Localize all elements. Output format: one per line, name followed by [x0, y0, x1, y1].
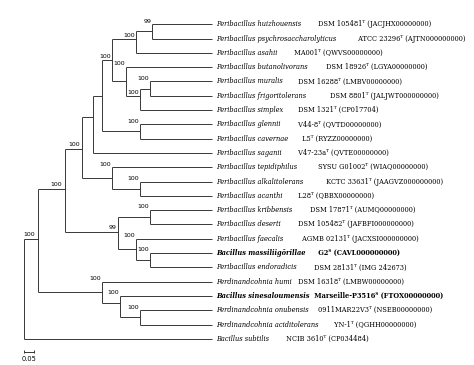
Text: 100: 100 — [51, 182, 62, 187]
Text: 0911MAR22V3ᵀ (NSEB00000000): 0911MAR22V3ᵀ (NSEB00000000) — [316, 306, 433, 314]
Text: Peribacillus muralis: Peribacillus muralis — [216, 77, 283, 85]
Text: 100: 100 — [138, 76, 149, 81]
Text: Ferdinandcohnia onubensis: Ferdinandcohnia onubensis — [216, 306, 309, 314]
Text: 100: 100 — [99, 54, 111, 58]
Text: Bacillus sinesaloumensis: Bacillus sinesaloumensis — [216, 292, 309, 300]
Text: Peribacillus simplex: Peribacillus simplex — [216, 106, 283, 114]
Text: 100: 100 — [68, 142, 80, 147]
Text: DSM 105482ᵀ (JAFBFI000000000): DSM 105482ᵀ (JAFBFI000000000) — [296, 220, 414, 228]
Text: Peribacillus cavernae: Peribacillus cavernae — [216, 135, 288, 143]
Text: Peribacillus frigoritolerans: Peribacillus frigoritolerans — [216, 92, 306, 100]
Text: 100: 100 — [138, 247, 149, 252]
Text: 0.05: 0.05 — [21, 356, 36, 362]
Text: Bacillus subtilis: Bacillus subtilis — [216, 335, 269, 343]
Text: DSM 16318ᵀ (LMBW00000000): DSM 16318ᵀ (LMBW00000000) — [296, 278, 404, 286]
Text: 100: 100 — [138, 204, 149, 210]
Text: Peribacillus butanolivorans: Peribacillus butanolivorans — [216, 63, 308, 71]
Text: KCTC 33631ᵀ (JAAGVZ000000000): KCTC 33631ᵀ (JAAGVZ000000000) — [324, 177, 444, 185]
Text: 99: 99 — [109, 225, 117, 230]
Text: DSM 105481ᵀ (JACJHX00000000): DSM 105481ᵀ (JACJHX00000000) — [316, 20, 431, 28]
Text: Peribacillus deserti: Peribacillus deserti — [216, 220, 281, 228]
Text: L28ᵀ (QBBX00000000): L28ᵀ (QBBX00000000) — [296, 192, 374, 200]
Text: L5ᵀ (RYZZ00000000): L5ᵀ (RYZZ00000000) — [300, 135, 373, 143]
Text: 99: 99 — [143, 19, 151, 23]
Text: Peribacillus kribbensis: Peribacillus kribbensis — [216, 206, 292, 214]
Text: 100: 100 — [124, 233, 136, 238]
Text: Peribacillus faecalis: Peribacillus faecalis — [216, 235, 283, 243]
Text: Peribacillus endoradicis: Peribacillus endoradicis — [216, 263, 296, 271]
Text: Peribacillus acanthi: Peribacillus acanthi — [216, 192, 283, 200]
Text: Peribacillus psychrosaccharolyticus: Peribacillus psychrosaccharolyticus — [216, 35, 336, 43]
Text: V44-8ᵀ (QVTD00000000): V44-8ᵀ (QVTD00000000) — [296, 120, 382, 128]
Text: 100: 100 — [114, 61, 126, 66]
Text: DSM 16288ᵀ (LMBV00000000): DSM 16288ᵀ (LMBV00000000) — [296, 77, 402, 85]
Text: 100: 100 — [128, 119, 139, 124]
Text: Peribacillus huizhouensis: Peribacillus huizhouensis — [216, 20, 301, 28]
Text: ATCC 23296ᵀ (AJTN000000000): ATCC 23296ᵀ (AJTN000000000) — [356, 35, 466, 43]
Text: 100: 100 — [89, 276, 100, 281]
Text: Bacillus massiliigōrillae: Bacillus massiliigōrillae — [216, 249, 305, 257]
Text: Peribacillus glennii: Peribacillus glennii — [216, 120, 280, 128]
Text: 100: 100 — [99, 162, 111, 166]
Text: MA001ᵀ (QWVS00000000): MA001ᵀ (QWVS00000000) — [292, 49, 383, 57]
Text: YN-1ᵀ (QGHH00000000): YN-1ᵀ (QGHH00000000) — [332, 320, 417, 329]
Text: 100: 100 — [24, 232, 35, 237]
Text: AGMB 02131ᵀ (JACXSI000000000): AGMB 02131ᵀ (JACXSI000000000) — [300, 235, 419, 243]
Text: 100: 100 — [107, 290, 119, 295]
Text: DSM 1321ᵀ (CP017704): DSM 1321ᵀ (CP017704) — [296, 106, 379, 114]
Text: 100: 100 — [128, 176, 139, 181]
Text: V47-23aᵀ (QVTE00000000): V47-23aᵀ (QVTE00000000) — [296, 149, 389, 157]
Text: Peribacillus saganii: Peribacillus saganii — [216, 149, 282, 157]
Text: NCIB 3610ᵀ (CP034484): NCIB 3610ᵀ (CP034484) — [284, 335, 369, 343]
Text: 100: 100 — [124, 33, 136, 38]
Text: 100: 100 — [128, 304, 139, 310]
Text: DSM 28131ᵀ (IMG 242673): DSM 28131ᵀ (IMG 242673) — [312, 263, 407, 271]
Text: Marseille-P3516ᵀ (FTOX00000000): Marseille-P3516ᵀ (FTOX00000000) — [312, 292, 444, 300]
Text: Ferdinandcohnia humi: Ferdinandcohnia humi — [216, 278, 292, 286]
Text: Peribacillus alkalitolerans: Peribacillus alkalitolerans — [216, 177, 303, 185]
Text: DSM 17871ᵀ (AUMQ00000000): DSM 17871ᵀ (AUMQ00000000) — [308, 206, 416, 214]
Text: SYSU G01002ᵀ (WIAQ00000000): SYSU G01002ᵀ (WIAQ00000000) — [316, 163, 428, 171]
Text: G2ᵀ (CAVL000000000): G2ᵀ (CAVL000000000) — [316, 249, 400, 257]
Text: Peribacillus asahii: Peribacillus asahii — [216, 49, 277, 57]
Text: Peribacillus tepidiphilus: Peribacillus tepidiphilus — [216, 163, 297, 171]
Text: DSM 8801ᵀ (JALJWT000000000): DSM 8801ᵀ (JALJWT000000000) — [328, 92, 439, 100]
Text: Ferdinandcohnia aciditolerans: Ferdinandcohnia aciditolerans — [216, 320, 318, 329]
Text: 100: 100 — [128, 90, 139, 95]
Text: DSM 18926ᵀ (LGYA00000000): DSM 18926ᵀ (LGYA00000000) — [324, 63, 428, 71]
